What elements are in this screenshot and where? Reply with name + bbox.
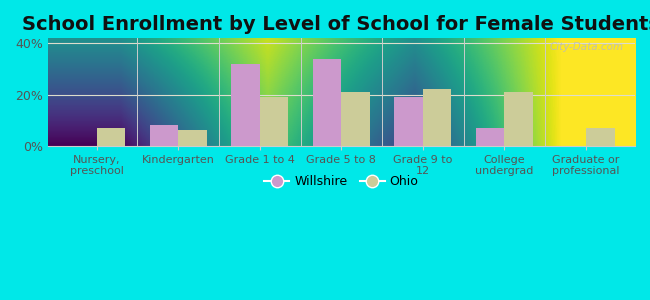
Bar bbox=[313, 59, 341, 146]
Bar bbox=[423, 89, 452, 146]
Bar bbox=[231, 64, 260, 146]
Bar bbox=[97, 128, 125, 146]
Text: City-Data.com: City-Data.com bbox=[549, 42, 623, 52]
Bar bbox=[341, 92, 370, 146]
Title: School Enrollment by Level of School for Female Students: School Enrollment by Level of School for… bbox=[23, 15, 650, 34]
Bar bbox=[476, 128, 504, 146]
Bar bbox=[178, 130, 207, 146]
Legend: Willshire, Ohio: Willshire, Ohio bbox=[259, 170, 424, 193]
Bar bbox=[504, 92, 533, 146]
Bar bbox=[260, 97, 289, 146]
Bar bbox=[586, 128, 615, 146]
Bar bbox=[395, 97, 423, 146]
Bar bbox=[150, 125, 178, 146]
